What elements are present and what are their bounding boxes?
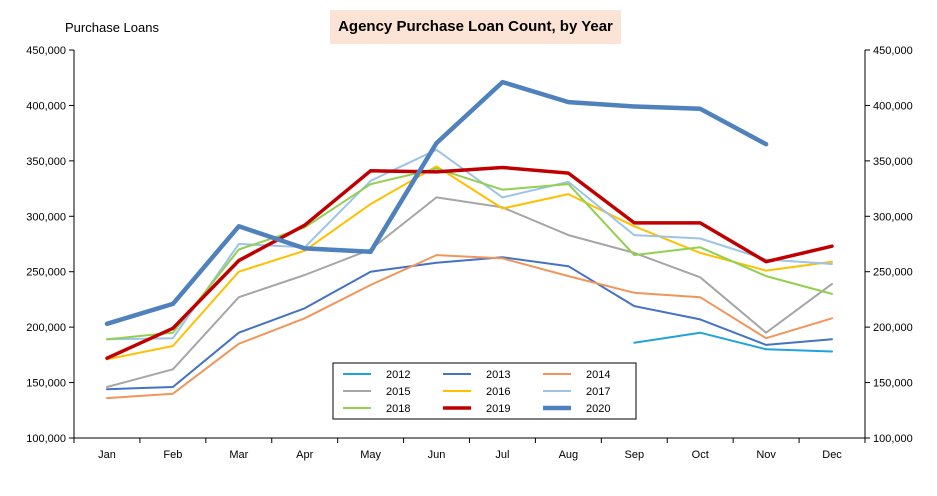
series-line-2012 <box>633 331 833 353</box>
y-tick-label-left: 250,000 <box>26 267 66 279</box>
y-tick-label-left: 100,000 <box>26 433 66 445</box>
y-tick-label-right: 400,000 <box>873 100 913 112</box>
x-tick-label: Jan <box>98 449 116 461</box>
x-tick-label: May <box>360 449 381 461</box>
y-tick-label-right: 450,000 <box>873 45 913 57</box>
x-tick-label: Nov <box>756 449 776 461</box>
chart-title-box <box>330 10 621 44</box>
series-line-2019 <box>105 165 834 360</box>
legend: 2012 2013 2014 2015 2016 2017 2018 2019 2020 <box>332 362 637 420</box>
series-lines <box>104 79 834 400</box>
legend-label-2016: 2016 <box>486 386 510 398</box>
legend-label-2014: 2014 <box>586 369 610 381</box>
series-line-2020 <box>104 79 769 327</box>
x-tick-label: Aug <box>559 449 579 461</box>
legend-label-2020: 2020 <box>586 403 610 415</box>
y-tick-label-right: 350,000 <box>873 156 913 168</box>
legend-label-2017: 2017 <box>586 386 610 398</box>
x-tick-label: Dec <box>822 449 842 461</box>
legend-label-2015: 2015 <box>386 386 410 398</box>
legend-box <box>332 362 637 420</box>
series-line-2018 <box>106 167 833 341</box>
y-tick-label-left: 200,000 <box>26 322 66 334</box>
x-tick-label: Jul <box>495 449 509 461</box>
y-tick-label-left: 400,000 <box>26 100 66 112</box>
legend-label-2019: 2019 <box>486 403 510 415</box>
x-tick-label: Jun <box>428 449 446 461</box>
x-tick-label: Apr <box>296 449 313 461</box>
series-line-2017 <box>106 148 833 341</box>
y-tick-label-right: 300,000 <box>873 211 913 223</box>
chart-title: Agency Purchase Loan Count, by Year <box>338 18 613 35</box>
y-tick-label-right: 250,000 <box>873 267 913 279</box>
x-tick-label: Mar <box>229 449 248 461</box>
legend-label-2018: 2018 <box>386 403 410 415</box>
x-tick-label: Oct <box>692 449 709 461</box>
series-line-2013 <box>106 256 833 391</box>
legend-label-2012: 2012 <box>386 369 410 381</box>
x-tick-label: Feb <box>163 449 182 461</box>
y-tick-label-right: 150,000 <box>873 378 913 390</box>
y-tick-label-left: 150,000 <box>26 378 66 390</box>
y-tick-label-left: 450,000 <box>26 45 66 57</box>
series-line-2015 <box>106 196 833 388</box>
x-tick-label: Sep <box>625 449 645 461</box>
y-tick-label-left: 350,000 <box>26 156 66 168</box>
y-tick-label-right: 200,000 <box>873 322 913 334</box>
y-axis-label: Purchase Loans <box>65 20 159 35</box>
y-tick-label-left: 300,000 <box>26 211 66 223</box>
series-line-2016 <box>106 165 833 361</box>
legend-label-2013: 2013 <box>486 369 510 381</box>
axes: 100,000 100,000 150,000 150,000 200,000 200,0… <box>26 45 913 461</box>
y-tick-label-right: 100,000 <box>873 433 913 445</box>
series-line-2014 <box>106 254 833 400</box>
